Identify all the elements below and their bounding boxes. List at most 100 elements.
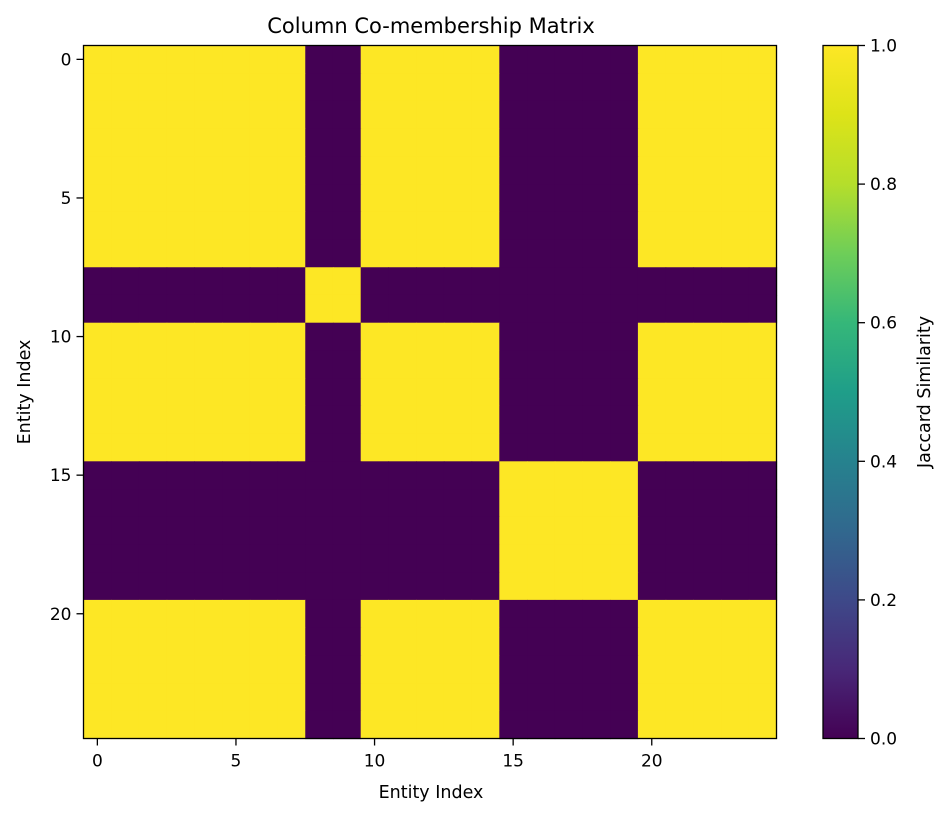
heatmap-cell	[554, 128, 584, 157]
heatmap-cell	[416, 461, 445, 490]
heatmap-cell	[443, 322, 473, 352]
heatmap-cell	[332, 267, 362, 296]
heatmap-cell	[637, 710, 667, 740]
heatmap-cell	[388, 405, 417, 435]
heatmap-cell	[443, 461, 473, 490]
heatmap-cell	[277, 45, 306, 74]
heatmap-cell	[443, 294, 473, 324]
heatmap-cell	[748, 239, 778, 268]
heatmap-cell	[554, 350, 584, 379]
heatmap-cell	[637, 655, 667, 684]
heatmap-cell	[138, 599, 168, 629]
heatmap-cell	[665, 73, 694, 102]
heatmap-cell	[360, 100, 390, 130]
heatmap-cell	[416, 128, 445, 157]
heatmap-cell	[305, 322, 334, 352]
heatmap-cell	[582, 405, 611, 435]
heatmap-cell	[360, 489, 390, 518]
heatmap-cell	[166, 73, 195, 102]
heatmap-cell	[443, 544, 473, 573]
heatmap-cell	[637, 100, 667, 130]
heatmap-cell	[416, 322, 445, 352]
heatmap-cell	[416, 489, 445, 518]
heatmap-cell	[166, 489, 195, 518]
heatmap-cell	[332, 322, 362, 352]
heatmap-cell	[305, 128, 334, 157]
heatmap-cell	[665, 433, 694, 462]
heatmap-cell	[527, 516, 556, 546]
heatmap-cell	[249, 184, 279, 213]
heatmap-cell	[527, 572, 556, 601]
heatmap-cell	[332, 516, 362, 546]
heatmap-cell	[416, 627, 445, 656]
heatmap-cell	[138, 710, 168, 740]
heatmap-cell	[111, 627, 140, 656]
heatmap-cell	[388, 572, 417, 601]
heatmap-cell	[471, 516, 500, 546]
heatmap-cell	[610, 184, 639, 213]
heatmap-cell	[111, 267, 140, 296]
heatmap-cell	[277, 73, 306, 102]
heatmap-cell	[83, 655, 112, 684]
heatmap-cell	[443, 710, 473, 740]
heatmap-cell	[194, 211, 223, 241]
heatmap-cell	[83, 45, 112, 74]
heatmap-cell	[83, 544, 112, 573]
heatmap-cell	[665, 350, 694, 379]
heatmap-cell	[554, 211, 584, 241]
heatmap-cell	[637, 572, 667, 601]
heatmap-cell	[83, 683, 112, 712]
heatmap-cell	[665, 156, 694, 185]
heatmap-cell	[693, 683, 722, 712]
heatmap-cell	[388, 294, 417, 324]
heatmap-cell	[388, 45, 417, 74]
heatmap-cell	[582, 433, 611, 462]
heatmap-cell	[138, 461, 168, 490]
heatmap-cell	[582, 100, 611, 130]
heatmap-cell	[610, 239, 639, 268]
heatmap-cell	[111, 294, 140, 324]
heatmap-cell	[748, 461, 778, 490]
heatmap-cell	[748, 572, 778, 601]
heatmap-cell	[416, 239, 445, 268]
heatmap-cell	[166, 378, 195, 407]
heatmap-cell	[138, 433, 168, 462]
heatmap-cell	[360, 378, 390, 407]
heatmap-cell	[194, 156, 223, 185]
heatmap-cell	[637, 350, 667, 379]
heatmap-cell	[83, 627, 112, 656]
heatmap-cell	[222, 184, 251, 213]
heatmap-cell	[582, 128, 611, 157]
heatmap-cell	[194, 350, 223, 379]
heatmap-cell	[332, 239, 362, 268]
heatmap-cell	[610, 294, 639, 324]
heatmap-cell	[693, 378, 722, 407]
heatmap-cell	[194, 544, 223, 573]
heatmap-cell	[166, 322, 195, 352]
heatmap-cell	[637, 544, 667, 573]
heatmap-cell	[637, 73, 667, 102]
heatmap-cell	[554, 544, 584, 573]
heatmap-cell	[277, 239, 306, 268]
heatmap-cell	[305, 211, 334, 241]
heatmap-cell	[332, 350, 362, 379]
heatmap-cell	[332, 710, 362, 740]
heatmap-cell	[249, 294, 279, 324]
heatmap-cell	[748, 627, 778, 656]
heatmap-cell	[360, 211, 390, 241]
heatmap-cell	[222, 461, 251, 490]
heatmap-cell	[610, 405, 639, 435]
heatmap-cell	[111, 544, 140, 573]
heatmap-cell	[222, 45, 251, 74]
heatmap-cell	[721, 294, 750, 324]
heatmap-cell	[637, 239, 667, 268]
heatmap-cell	[527, 350, 556, 379]
heatmap-cell	[332, 683, 362, 712]
heatmap-cell	[277, 211, 306, 241]
heatmap-cell	[443, 683, 473, 712]
heatmap-cell	[610, 267, 639, 296]
heatmap-cell	[721, 461, 750, 490]
heatmap-cell	[332, 627, 362, 656]
heatmap-cell	[416, 655, 445, 684]
heatmap-cell	[166, 184, 195, 213]
